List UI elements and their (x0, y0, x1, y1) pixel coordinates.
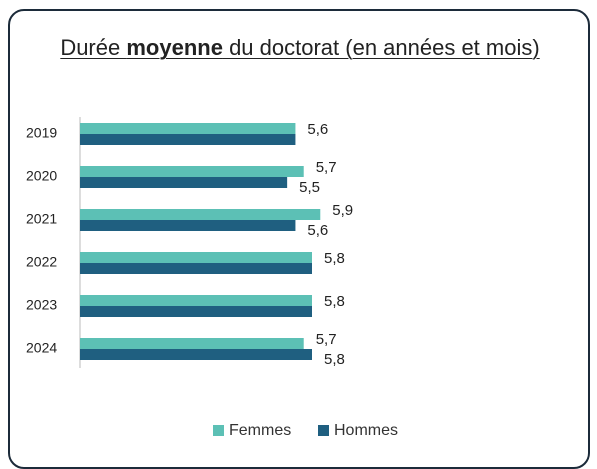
data-label: 5,8 (324, 250, 345, 267)
card (8, 9, 590, 469)
data-label: 5,5 (299, 179, 320, 196)
bar (80, 220, 296, 231)
data-label: 5,6 (307, 222, 328, 239)
legend-label: Hommes (334, 422, 398, 439)
title-segment: Durée (60, 35, 127, 60)
data-label: 5,7 (316, 331, 337, 348)
data-label: 5,8 (324, 293, 345, 310)
chart-title: Durée moyenne du doctorat (en années et … (60, 32, 540, 64)
bar (80, 134, 296, 145)
y-tick-label: 2021 (26, 211, 57, 227)
bar (80, 295, 312, 306)
bar (80, 263, 312, 274)
bar (80, 177, 288, 188)
bar (80, 306, 312, 317)
y-tick-label: 2020 (26, 168, 57, 184)
title-segment: moyenne (126, 35, 223, 60)
data-label: 5,9 (332, 202, 353, 219)
y-tick-label: 2022 (26, 254, 57, 270)
bar (80, 349, 312, 360)
title-segment: du doctorat (en années et mois) (222, 35, 540, 60)
data-label: 5,7 (316, 159, 337, 176)
bar (80, 209, 321, 220)
bar (80, 252, 312, 263)
bar (80, 166, 304, 177)
y-tick-label: 2024 (26, 340, 57, 356)
data-label: 5,6 (307, 121, 328, 138)
legend-swatch (318, 425, 329, 436)
data-label: 5,8 (324, 351, 345, 368)
legend-swatch (213, 425, 224, 436)
y-tick-label: 2023 (26, 297, 57, 313)
y-tick-label: 2019 (26, 125, 57, 141)
legend-label: Femmes (229, 422, 291, 439)
bar (80, 123, 296, 134)
bar (80, 338, 304, 349)
